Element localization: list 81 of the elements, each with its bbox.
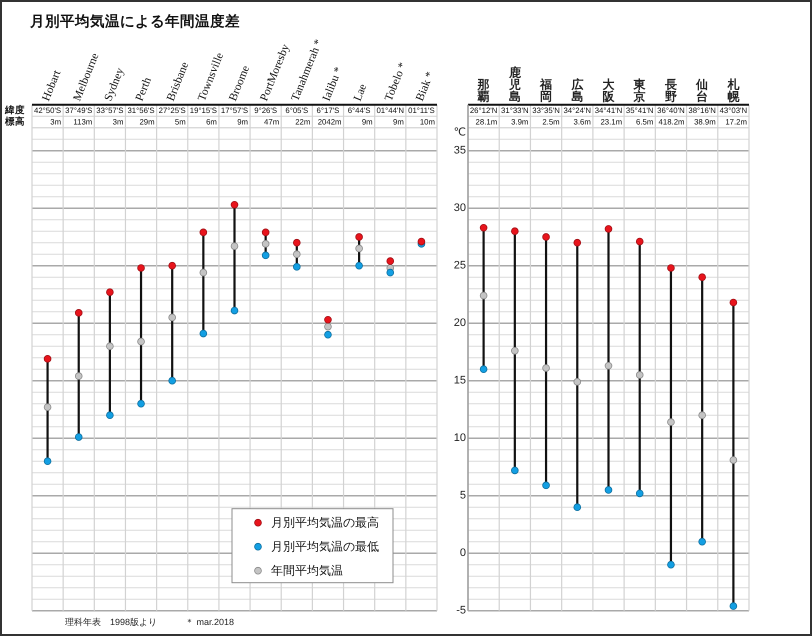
point: [636, 238, 644, 246]
point: [200, 268, 208, 276]
point: [604, 486, 612, 494]
point: [262, 240, 270, 248]
point: [137, 264, 145, 272]
point: [636, 371, 644, 379]
point: [262, 228, 270, 236]
point: [74, 433, 83, 441]
point: [324, 316, 332, 324]
point: [542, 364, 550, 372]
point: [667, 560, 675, 568]
point: [200, 228, 208, 236]
text: 緯度: [4, 104, 25, 116]
point: [480, 224, 488, 232]
point: [480, 365, 488, 373]
point: [636, 490, 644, 498]
legend-label: 月別平均気温の最低: [271, 540, 379, 554]
point: [730, 298, 738, 306]
point: [74, 372, 83, 380]
y-tick-label: 35: [454, 144, 466, 157]
point: [106, 288, 114, 296]
point: [137, 338, 145, 346]
point: [730, 456, 738, 464]
point: [511, 466, 519, 474]
point: [667, 264, 675, 272]
point: [573, 503, 582, 511]
point: [573, 238, 582, 246]
point: [604, 362, 612, 370]
point: [230, 200, 238, 209]
point: [573, 378, 582, 386]
point: [667, 418, 675, 426]
point: [262, 252, 270, 260]
text: 標高: [4, 115, 25, 128]
point: [324, 322, 332, 330]
point: [106, 411, 114, 419]
point: [230, 242, 238, 250]
y-axis-title: ℃: [454, 126, 466, 139]
point: [386, 257, 394, 265]
point: [480, 292, 488, 300]
chart-title: 月別平均気温による年間温度差: [29, 12, 240, 30]
point: [698, 273, 706, 281]
y-tick-label: 15: [454, 374, 466, 387]
point: [168, 314, 176, 322]
point: [355, 244, 363, 252]
point: [355, 233, 363, 241]
point: [74, 309, 83, 317]
legend-label: 月別平均気温の最高: [271, 516, 379, 530]
y-tick-label: -5: [456, 604, 466, 617]
point: [230, 306, 238, 314]
y-tick-label: 0: [460, 547, 466, 560]
point: [324, 330, 332, 338]
point: [44, 403, 52, 411]
point: [293, 238, 301, 246]
point: [106, 342, 114, 350]
point: [200, 330, 208, 338]
point: [730, 602, 738, 610]
point: [168, 262, 176, 270]
y-tick-label: 20: [454, 317, 466, 330]
y-tick-label: 10: [454, 432, 466, 444]
point: [355, 262, 363, 270]
point: [511, 347, 519, 355]
text: 理科年表 1998版より: [65, 617, 158, 627]
point: [542, 482, 550, 490]
point: [293, 250, 301, 258]
point: [698, 538, 706, 546]
y-tick-label: 30: [454, 202, 466, 214]
y-tick-label: 25: [454, 260, 466, 272]
y-tick-label: 5: [460, 490, 466, 502]
legend-label: 年間平均気温: [271, 564, 343, 578]
point: [418, 238, 426, 246]
point: [44, 457, 52, 465]
point: [137, 400, 145, 408]
text: ＊ mar.2018: [185, 617, 234, 627]
point: [44, 355, 52, 363]
point: [511, 227, 519, 235]
point: [293, 263, 301, 271]
point: [604, 225, 612, 233]
point: [698, 411, 706, 419]
point: [542, 233, 550, 241]
point: [168, 376, 176, 384]
point: [386, 268, 394, 276]
